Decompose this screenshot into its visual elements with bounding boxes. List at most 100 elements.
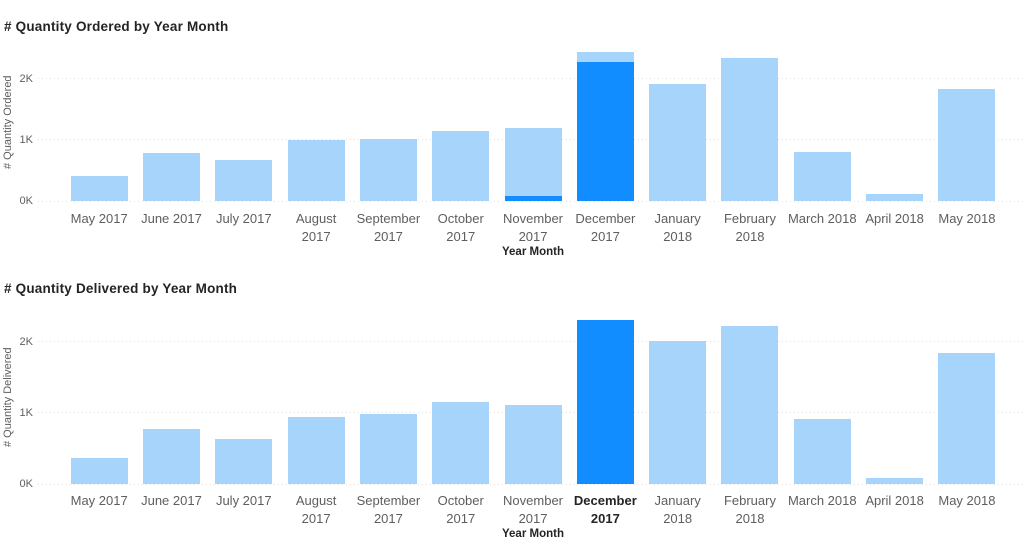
x-label-july-2017: July 2017 bbox=[215, 493, 272, 508]
bar-column bbox=[714, 44, 786, 201]
bar-column bbox=[135, 44, 207, 201]
gridline-0K bbox=[38, 483, 1024, 485]
bar-march-2018[interactable] bbox=[793, 419, 851, 484]
bar-july-2017[interactable] bbox=[215, 439, 273, 484]
x-label-july-2017: July 2017 bbox=[215, 211, 272, 226]
bar-february-2018[interactable] bbox=[721, 326, 779, 484]
bar-column bbox=[208, 44, 280, 201]
x-label-december-2017: December 2017 bbox=[575, 211, 636, 244]
bar-july-2017[interactable] bbox=[215, 160, 273, 201]
chart-quantity-delivered: # Quantity Delivered by Year Month # Qua… bbox=[0, 270, 1024, 541]
gridline-2K bbox=[38, 78, 1024, 80]
bar-column bbox=[642, 310, 714, 484]
bar-column bbox=[642, 44, 714, 201]
bar-february-2018[interactable] bbox=[721, 58, 779, 201]
y-tick-2K: 2K bbox=[19, 335, 33, 348]
bar-september-2017[interactable] bbox=[359, 414, 417, 484]
gridline-0K bbox=[38, 200, 1024, 202]
chart-title: # Quantity Ordered by Year Month bbox=[4, 19, 229, 34]
plot-area: 0K 1K 2K bbox=[0, 310, 1024, 490]
bar-may-2018[interactable] bbox=[938, 353, 996, 484]
x-axis-labels: May 2017 June 2017 July 2017 August 2017 Sept… bbox=[63, 492, 1003, 527]
bar-column bbox=[280, 44, 352, 201]
bar-column bbox=[63, 44, 135, 201]
bar-december-2017[interactable] bbox=[576, 320, 634, 484]
x-label-march-2018: March 2018 bbox=[787, 211, 857, 226]
bar-column bbox=[425, 44, 497, 201]
x-label-april-2018: April 2018 bbox=[865, 493, 924, 508]
bar-column bbox=[786, 310, 858, 484]
bar-column bbox=[425, 310, 497, 484]
bar-column bbox=[497, 44, 569, 201]
x-axis-title: Year Month bbox=[502, 528, 564, 540]
x-label-march-2018: March 2018 bbox=[787, 493, 857, 508]
bar-highlight-november-2017 bbox=[504, 196, 562, 201]
bar-march-2018[interactable] bbox=[793, 152, 851, 201]
bar-may-2017[interactable] bbox=[70, 176, 128, 201]
y-tick-1K: 1K bbox=[19, 406, 33, 419]
bar-column bbox=[931, 310, 1003, 484]
bar-column bbox=[569, 310, 641, 484]
x-label-february-2018: February 2018 bbox=[723, 493, 776, 526]
x-label-january-2018: January 2018 bbox=[654, 211, 701, 244]
x-label-may-2018: May 2018 bbox=[938, 211, 996, 226]
bar-column bbox=[931, 44, 1003, 201]
x-label-october-2017: October 2017 bbox=[437, 211, 484, 244]
bar-column bbox=[497, 310, 569, 484]
y-axis-ticks: 0K 1K 2K bbox=[0, 310, 33, 490]
bar-september-2017[interactable] bbox=[359, 139, 417, 201]
bar-column bbox=[280, 310, 352, 484]
x-label-november-2017: November 2017 bbox=[503, 211, 564, 244]
bar-april-2018[interactable] bbox=[866, 478, 924, 484]
x-label-september-2017: September 2017 bbox=[356, 493, 421, 526]
bar-highlight-december-2017 bbox=[576, 62, 634, 201]
x-label-may-2018: May 2018 bbox=[938, 493, 996, 508]
bar-august-2017[interactable] bbox=[287, 417, 345, 484]
x-axis-title: Year Month bbox=[502, 246, 564, 258]
y-tick-2K: 2K bbox=[19, 72, 33, 85]
x-axis-labels: May 2017 June 2017 July 2017 August 2017 Sept… bbox=[63, 210, 1003, 245]
chart-quantity-ordered: # Quantity Ordered by Year Month # Quant… bbox=[0, 0, 1024, 270]
bar-column bbox=[569, 44, 641, 201]
x-label-june-2017: June 2017 bbox=[141, 211, 202, 226]
x-label-june-2017: June 2017 bbox=[141, 493, 202, 508]
bar-november-2017[interactable] bbox=[504, 128, 562, 201]
chart-title: # Quantity Delivered by Year Month bbox=[4, 281, 238, 296]
bar-may-2018[interactable] bbox=[938, 89, 996, 201]
bars bbox=[63, 310, 1003, 484]
bar-column bbox=[352, 310, 424, 484]
bar-column bbox=[786, 44, 858, 201]
bar-column bbox=[858, 44, 930, 201]
x-label-february-2018: February 2018 bbox=[723, 211, 776, 244]
x-label-august-2017: August 2017 bbox=[295, 493, 337, 526]
bar-january-2018[interactable] bbox=[649, 341, 707, 484]
bar-october-2017[interactable] bbox=[432, 402, 490, 484]
bar-column bbox=[858, 310, 930, 484]
x-label-august-2017: August 2017 bbox=[295, 211, 337, 244]
bar-august-2017[interactable] bbox=[287, 140, 345, 201]
bar-january-2018[interactable] bbox=[649, 84, 707, 201]
bar-june-2017[interactable] bbox=[142, 429, 200, 484]
bars bbox=[63, 44, 1003, 201]
x-label-april-2018: April 2018 bbox=[865, 211, 924, 226]
bar-april-2018[interactable] bbox=[866, 194, 924, 201]
bar-column bbox=[208, 310, 280, 484]
bar-december-2017[interactable] bbox=[576, 52, 634, 201]
y-tick-0K: 0K bbox=[19, 195, 33, 207]
bar-column bbox=[714, 310, 786, 484]
y-axis-ticks: 0K 1K 2K bbox=[0, 44, 33, 207]
x-label-september-2017: September 2017 bbox=[356, 211, 421, 244]
x-label-december-2017: December 2017 bbox=[573, 493, 637, 526]
bar-october-2017[interactable] bbox=[432, 131, 490, 201]
bar-may-2017[interactable] bbox=[70, 458, 128, 484]
bar-june-2017[interactable] bbox=[142, 153, 200, 201]
y-tick-0K: 0K bbox=[19, 478, 33, 490]
x-label-october-2017: October 2017 bbox=[437, 493, 484, 526]
gridline-2K bbox=[38, 341, 1024, 343]
x-label-november-2017: November 2017 bbox=[503, 493, 564, 526]
bar-column bbox=[352, 44, 424, 201]
y-tick-1K: 1K bbox=[19, 133, 33, 146]
bar-column bbox=[63, 310, 135, 484]
bar-november-2017[interactable] bbox=[504, 405, 562, 484]
x-label-january-2018: January 2018 bbox=[654, 493, 701, 526]
